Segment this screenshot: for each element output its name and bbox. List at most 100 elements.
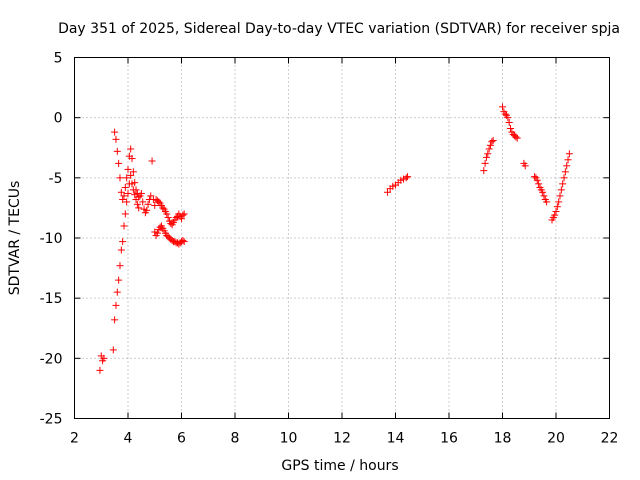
data-point: [383, 188, 391, 196]
data-point: [535, 180, 543, 188]
data-point: [132, 186, 140, 194]
x-tick-label: 12: [333, 431, 351, 447]
data-point: [531, 173, 539, 181]
y-tick-label: -25: [40, 412, 63, 428]
y-tick-label: 5: [54, 51, 63, 67]
x-tick-label: 10: [280, 431, 298, 447]
data-point: [159, 204, 167, 212]
series-0: [96, 171, 143, 374]
y-axis-label: SDTVAR / TECUs: [7, 181, 23, 296]
x-tick-label: 18: [494, 431, 512, 447]
data-point: [505, 118, 513, 126]
data-point: [127, 171, 135, 179]
data-point: [100, 354, 108, 362]
data-point: [128, 155, 136, 163]
data-point: [486, 141, 494, 149]
data-point: [123, 174, 131, 182]
series-7: [548, 150, 573, 224]
data-point: [489, 137, 497, 145]
data-point: [481, 159, 489, 167]
data-point: [115, 276, 123, 284]
data-point: [485, 145, 493, 153]
data-point: [559, 180, 567, 188]
data-point: [113, 288, 121, 296]
data-point: [557, 186, 565, 194]
data-point: [179, 211, 187, 219]
data-point: [563, 162, 571, 170]
data-point: [135, 193, 143, 201]
data-point: [501, 110, 509, 118]
x-tick-label: 6: [177, 431, 186, 447]
data-point: [144, 200, 152, 208]
x-tick-label: 14: [387, 431, 405, 447]
data-point: [402, 174, 410, 182]
data-point: [139, 198, 147, 206]
x-axis-label: GPS time / hours: [281, 458, 398, 474]
x-tick-label: 16: [440, 431, 458, 447]
data-point: [112, 135, 120, 143]
data-point: [172, 214, 180, 222]
data-point: [553, 203, 561, 211]
chart-title: Day 351 of 2025, Sidereal Day-to-day VTE…: [58, 21, 620, 37]
data-point: [180, 238, 188, 246]
data-point: [513, 134, 521, 142]
data-point: [163, 210, 171, 218]
series-1: [111, 128, 188, 229]
series-6: [520, 159, 551, 206]
data-point: [113, 147, 121, 155]
x-tick-label: 4: [124, 431, 133, 447]
data-point: [111, 128, 119, 136]
data-point: [109, 346, 117, 354]
data-point: [147, 192, 155, 200]
data-point: [123, 198, 131, 206]
plot-frame: [74, 57, 610, 419]
data-point: [131, 179, 139, 187]
data-point: [565, 150, 573, 158]
data-point: [179, 236, 187, 244]
data-point: [404, 173, 412, 181]
data-point: [112, 301, 120, 309]
data-point: [488, 138, 496, 146]
x-tick-label: 22: [601, 431, 619, 447]
data-point: [116, 262, 124, 270]
data-point: [561, 168, 569, 176]
data-point: [120, 222, 128, 230]
grid: [74, 57, 610, 419]
data-point: [482, 153, 490, 161]
data-points: [96, 103, 573, 374]
y-tick-label: 0: [54, 111, 63, 127]
y-tick-label: -15: [40, 291, 63, 307]
tick-labels: 2 4 6 8 10 12 14 16 18 20 22 5 0 -5 -10 -15 -20 -25: [40, 51, 619, 447]
data-point: [499, 103, 506, 111]
data-point: [115, 159, 123, 167]
data-point: [480, 167, 488, 175]
data-point: [119, 195, 127, 203]
data-point: [155, 198, 163, 206]
series-2: [151, 222, 188, 248]
data-point: [117, 188, 125, 196]
data-point: [137, 189, 145, 197]
y-tick-label: -5: [49, 171, 63, 187]
data-point: [533, 176, 541, 184]
data-point: [143, 206, 151, 214]
data-point: [124, 165, 132, 173]
y-tick-label: -10: [40, 231, 63, 247]
data-point: [551, 211, 559, 219]
series-4: [480, 137, 497, 175]
data-point: [180, 210, 188, 218]
data-point: [507, 124, 515, 132]
data-point: [129, 168, 137, 176]
data-point: [504, 114, 512, 122]
data-point: [133, 200, 141, 208]
data-point: [135, 204, 143, 212]
data-point: [153, 229, 161, 237]
x-tick-label: 8: [231, 431, 240, 447]
series-5: [499, 103, 521, 142]
data-point: [484, 150, 492, 158]
data-point: [178, 215, 185, 223]
data-point: [151, 202, 159, 210]
x-tick-label: 20: [547, 431, 565, 447]
data-point: [560, 174, 568, 182]
data-point: [164, 214, 172, 222]
